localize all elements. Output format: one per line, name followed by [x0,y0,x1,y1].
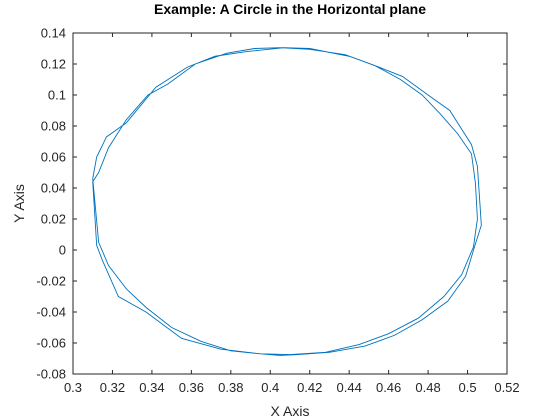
y-tick-label: 0.04 [41,181,66,196]
x-tick-label: 0.42 [297,380,322,395]
x-tick-label: 0.52 [494,380,519,395]
y-tick-label: -0.08 [36,367,66,382]
x-tick-label: 0.44 [337,380,362,395]
y-tick-label: 0.14 [41,26,66,41]
x-tick-label: 0.38 [218,380,243,395]
x-tick-label: 0.34 [139,380,164,395]
x-axis: 0.3 0.32 0.34 0.36 0.38 0.4 0.42 0.44 0.46 0.48 0.… [64,33,520,395]
x-axis-label: X Axis [271,403,310,419]
y-axis: -0.08 -0.06 -0.04 -0.02 0 0.02 0.04 0.06 0.08 0.1… [36,26,507,382]
y-tick-label: 0.06 [41,150,66,165]
y-tick-label: -0.02 [36,274,66,289]
x-tick-label: 0.32 [100,380,125,395]
x-tick-label: 0.5 [459,380,477,395]
series-layer [92,47,482,356]
y-tick-label: 0.12 [41,57,66,72]
x-tick-label: 0.48 [415,380,440,395]
series-line [92,47,482,356]
y-tick-label: 0 [59,243,66,258]
chart-title: Example: A Circle in the Horizontal plan… [154,1,426,17]
plot-area [72,32,508,375]
y-tick-label: -0.04 [36,305,66,320]
y-tick-label: 0.02 [41,212,66,227]
y-axis-label: Y Axis [11,184,27,223]
y-tick-label: 0.08 [41,119,66,134]
x-tick-label: 0.36 [179,380,204,395]
y-tick-label: -0.06 [36,336,66,351]
x-tick-label: 0.3 [64,380,82,395]
x-tick-label: 0.46 [376,380,401,395]
y-tick-label: 0.1 [48,88,66,103]
x-tick-label: 0.4 [261,380,279,395]
